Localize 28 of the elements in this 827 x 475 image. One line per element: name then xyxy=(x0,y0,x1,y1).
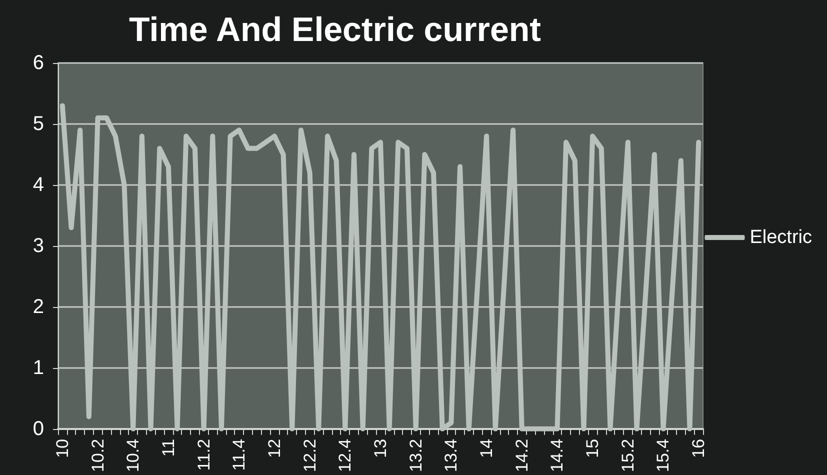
y-tick-label: 2 xyxy=(32,296,44,318)
x-tick-label: 11.4 xyxy=(230,438,249,471)
y-tick-label: 3 xyxy=(32,234,44,257)
x-tick-label: 13.4 xyxy=(442,438,461,472)
y-tick-label: 1 xyxy=(32,356,44,379)
x-tick-label: 10.2 xyxy=(88,438,108,472)
x-tick-label: 12.2 xyxy=(300,438,320,472)
legend-label: Electric xyxy=(750,227,812,248)
x-tick-label: 14.2 xyxy=(512,438,532,472)
y-tick-label: 0 xyxy=(32,418,44,440)
x-tick-label: 10.4 xyxy=(124,438,143,472)
x-tick-label: 14 xyxy=(477,438,496,458)
x-tick-label: 11.2 xyxy=(194,438,214,471)
x-tick-label: 11 xyxy=(158,438,178,457)
x-tick-label: 13 xyxy=(371,438,390,458)
x-tick-label: 16 xyxy=(689,438,708,458)
x-tick-label: 15 xyxy=(583,438,602,458)
x-tick-label: 10 xyxy=(52,438,72,458)
x-tick-label: 15.2 xyxy=(618,438,638,472)
x-tick-label: 13.2 xyxy=(406,438,426,472)
x-tick-label: 12.4 xyxy=(336,438,355,472)
y-tick-label: 6 xyxy=(32,52,44,74)
x-tick-label: 14.4 xyxy=(548,438,567,472)
chart-title: Time And Electric current xyxy=(129,11,541,49)
y-tick-label: 4 xyxy=(32,174,44,196)
x-tick-label: 15.4 xyxy=(654,438,673,472)
y-tick-label: 5 xyxy=(32,112,44,135)
x-tick-label: 12 xyxy=(264,438,284,458)
